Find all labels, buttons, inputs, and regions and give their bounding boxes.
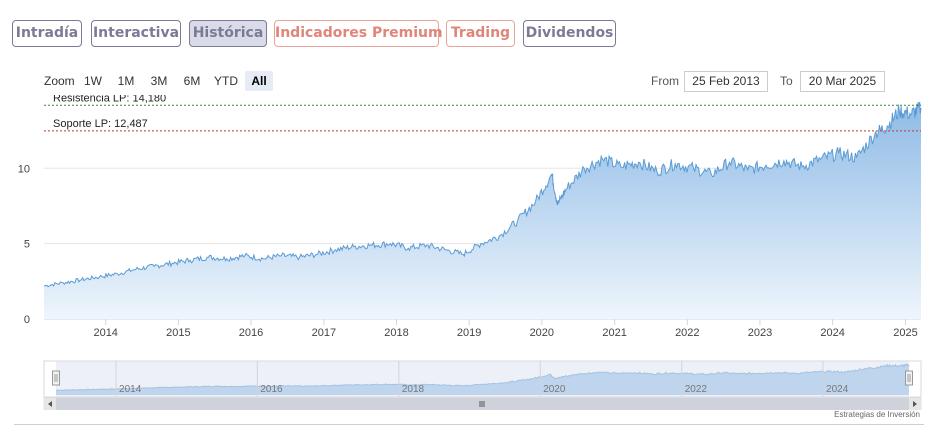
navigator-right-handle[interactable] (905, 370, 913, 386)
scrollbar-grip-icon (479, 401, 485, 407)
x-tick-label: 2015 (166, 327, 190, 339)
series-area (44, 101, 921, 320)
x-tick-label: 2016 (239, 327, 263, 339)
navigator-left-handle[interactable] (52, 370, 60, 386)
y-tick-label: 5 (24, 239, 30, 251)
navigator-year-label: 2016 (260, 384, 283, 395)
navigator-year-label: 2018 (402, 384, 425, 395)
x-tick-label: 2019 (457, 327, 481, 339)
x-tick-label: 2014 (93, 327, 117, 339)
navigator[interactable]: 2014 2016 2018 2020 2022 2024 (0, 358, 938, 410)
tab-historica[interactable]: Histórica (189, 20, 267, 47)
y-tick-label: 0 (24, 314, 30, 326)
zoom-all-button[interactable]: All (245, 71, 273, 91)
x-tick-label: 2020 (530, 327, 554, 339)
x-tick-label: 2023 (748, 327, 772, 339)
x-tick-label: 2024 (820, 327, 844, 339)
divider (14, 424, 924, 425)
x-tick-label: 2021 (602, 327, 626, 339)
zoom-6m-button[interactable]: 6M (183, 74, 201, 88)
from-label: From (651, 74, 679, 88)
x-tick-label: 2022 (675, 327, 699, 339)
support-label: Soporte LP: 12,487 (53, 118, 148, 130)
zoom-ytd-button[interactable]: YTD (214, 74, 238, 88)
scroll-right-arrow-icon[interactable] (909, 398, 921, 410)
navigator-selection[interactable] (56, 361, 909, 397)
x-tick-label: 2017 (312, 327, 336, 339)
tab-trading[interactable]: Trading (446, 20, 515, 47)
scroll-left-arrow-icon[interactable] (44, 398, 56, 410)
resistance-label: Resistencia LP: 14,180 (53, 95, 166, 104)
from-date-input[interactable]: 25 Feb 2013 (684, 71, 768, 92)
price-chart: Resistencia LP: 14,180 Soporte LP: 12,487… (18, 95, 922, 339)
tab-dividendos[interactable]: Dividendos (523, 20, 616, 47)
zoom-label: Zoom (44, 74, 75, 88)
tab-indicadores-premium[interactable]: Indicadores Premium (274, 20, 443, 47)
navigator-year-label: 2020 (543, 384, 566, 395)
chart-credit: Estrategias de Inversión (834, 410, 920, 419)
to-label: To (780, 74, 793, 88)
series-line (43, 101, 922, 288)
navigator-year-label: 2022 (685, 384, 708, 395)
zoom-1w-button[interactable]: 1W (84, 74, 102, 88)
tab-interactiva[interactable]: Interactiva (91, 20, 181, 47)
navigator-year-label: 2014 (119, 384, 142, 395)
x-tick-label: 2025 (893, 327, 917, 339)
y-tick-label: 10 (18, 163, 30, 175)
navigator-year-label: 2024 (826, 384, 849, 395)
zoom-1m-button[interactable]: 1M (117, 74, 135, 88)
tab-intradia[interactable]: Intradía (12, 20, 82, 47)
to-date-input[interactable]: 20 Mar 2025 (800, 71, 885, 92)
zoom-3m-button[interactable]: 3M (150, 74, 168, 88)
x-tick-label: 2018 (384, 327, 408, 339)
